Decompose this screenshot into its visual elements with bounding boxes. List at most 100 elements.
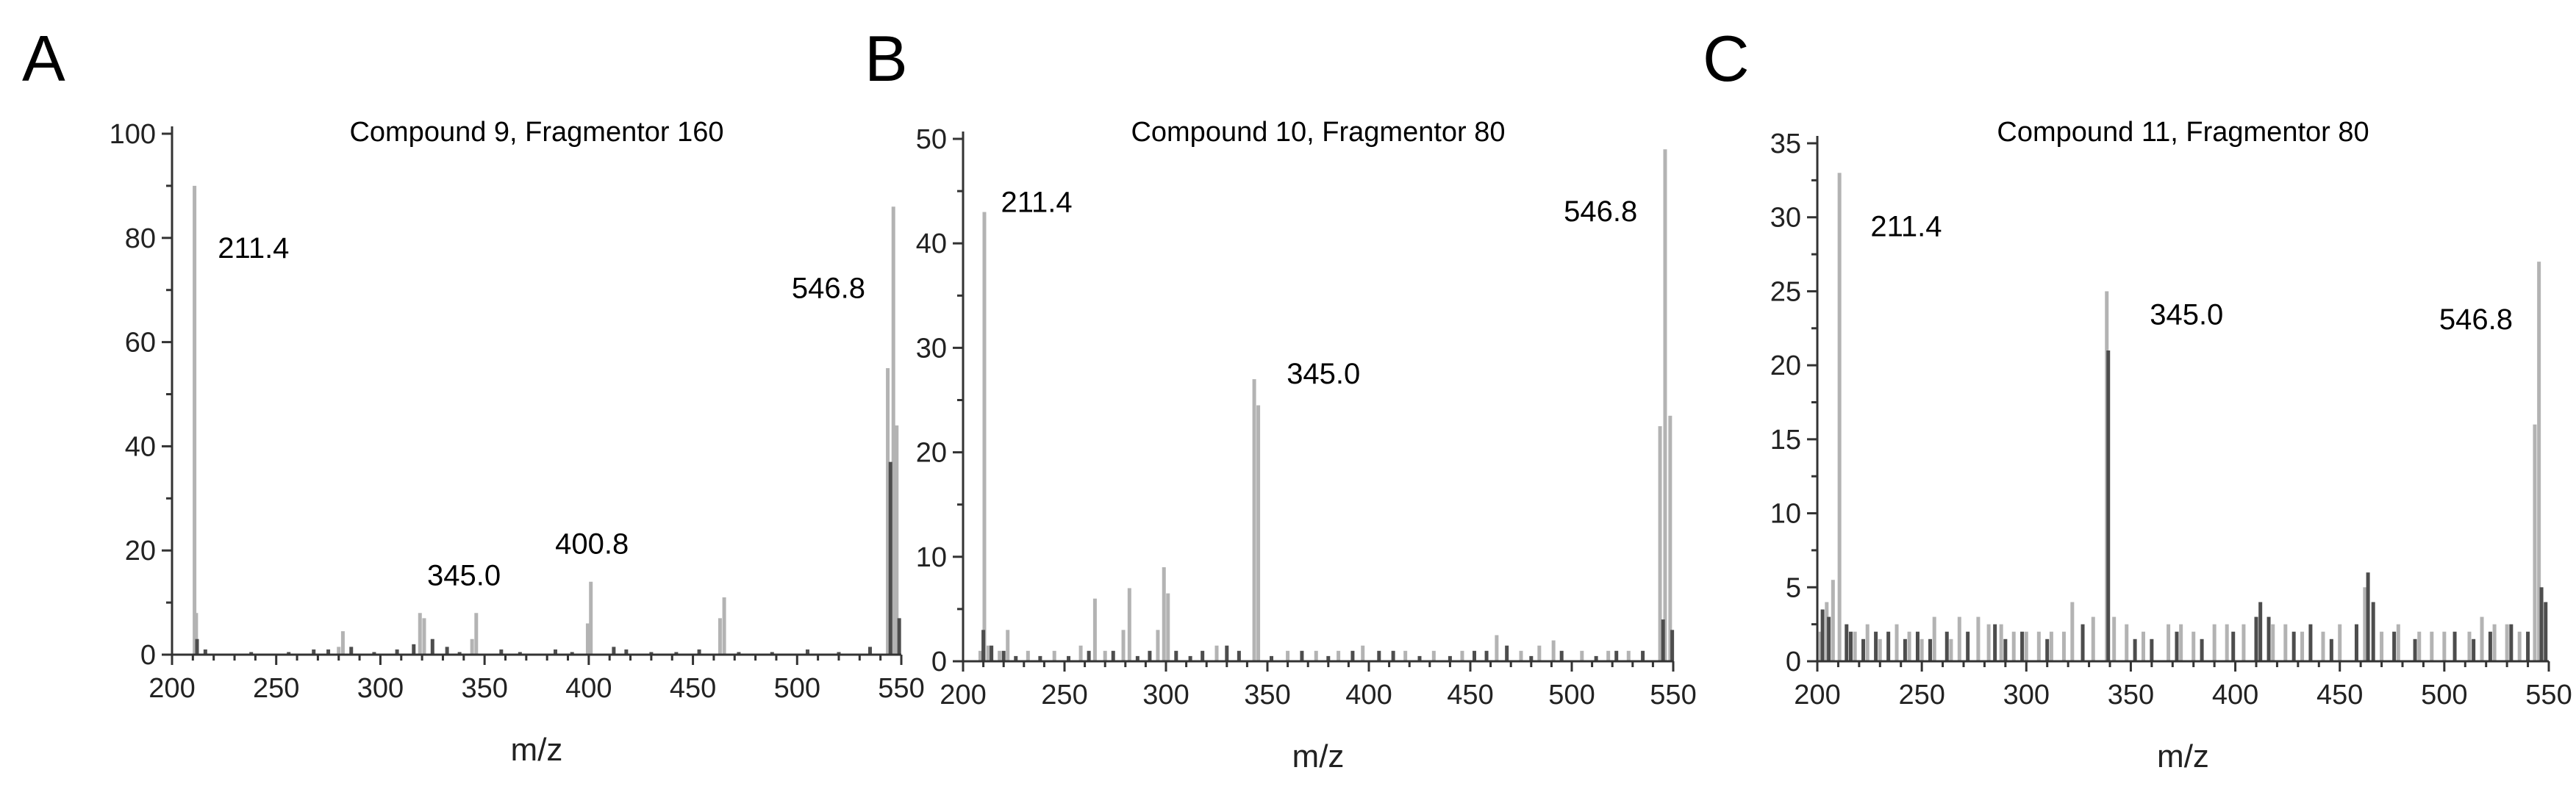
panel-letter: A — [22, 22, 65, 95]
y-tick-label: 25 — [1770, 276, 1801, 307]
data-bar — [2517, 631, 2522, 661]
data-bar — [697, 649, 701, 655]
data-bar — [312, 649, 316, 655]
data-bar — [718, 618, 722, 655]
x-tick-label: 200 — [149, 673, 195, 704]
data-bar — [1403, 650, 1408, 661]
data-bar — [1188, 655, 1192, 661]
data-bar — [1014, 655, 1018, 661]
data-bar — [2472, 638, 2476, 661]
x-tick-label: 400 — [1345, 680, 1392, 711]
peak-label: 345.0 — [2150, 298, 2223, 331]
data-bar — [1337, 650, 1341, 661]
y-tick-label: 5 — [1786, 572, 1801, 603]
data-bar — [1505, 645, 1509, 661]
data-bar — [1993, 624, 1997, 661]
data-bar — [998, 650, 1002, 661]
data-bar — [1986, 624, 1991, 661]
data-bar — [395, 649, 399, 655]
data-bar — [1551, 640, 1556, 661]
y-tick-label: 40 — [916, 229, 947, 259]
data-bar — [2091, 616, 2095, 661]
data-bar — [2430, 631, 2434, 661]
data-bar — [1928, 638, 1933, 661]
x-tick-label: 250 — [253, 673, 299, 704]
data-bar — [2225, 624, 2229, 661]
data-bar — [2533, 424, 2537, 661]
peak-label: 400.8 — [555, 528, 629, 561]
data-bar — [1663, 149, 1667, 662]
data-bar — [1820, 609, 1825, 661]
x-axis-label: m/z — [511, 732, 563, 768]
data-bar — [978, 650, 982, 661]
data-bar — [1148, 650, 1152, 661]
data-bar — [2509, 624, 2514, 661]
data-bar — [1495, 635, 1499, 661]
data-bar — [2112, 616, 2117, 661]
data-bar — [2254, 616, 2258, 661]
data-bar — [1903, 638, 1907, 661]
data-bar — [422, 618, 426, 655]
y-tick-label: 100 — [110, 119, 156, 150]
data-bar — [1529, 655, 1534, 661]
data-bar — [470, 638, 474, 655]
data-bar — [2179, 624, 2183, 661]
data-bar — [2467, 631, 2472, 661]
data-bar — [1135, 655, 1139, 661]
data-bar — [2141, 631, 2145, 661]
data-bar — [2200, 638, 2204, 661]
data-bar — [2231, 631, 2236, 661]
data-bar — [418, 613, 422, 655]
x-tick-label: 500 — [774, 673, 820, 704]
data-bar — [891, 206, 895, 655]
y-tick-label: 0 — [931, 647, 947, 677]
data-bar — [1162, 567, 1166, 661]
series-light — [193, 185, 899, 655]
x-tick-label: 400 — [565, 673, 612, 704]
y-tick-label: 30 — [1770, 203, 1801, 234]
data-bar — [895, 425, 899, 655]
data-bar — [649, 652, 654, 655]
data-bar — [203, 649, 207, 655]
data-bar — [2106, 350, 2111, 661]
data-bar — [1103, 650, 1107, 661]
chart-title: Compound 10, Fragmentor 80 — [1131, 117, 1505, 148]
data-bar — [2081, 624, 2085, 661]
data-bar — [445, 647, 449, 655]
data-bar — [1127, 588, 1131, 661]
y-tick-label: 80 — [125, 223, 156, 254]
data-bar — [2192, 631, 2196, 661]
y-tick-label: 20 — [1770, 350, 1801, 381]
data-bar — [1895, 624, 1899, 661]
peak-label: 345.0 — [1287, 358, 1360, 390]
x-tick-label: 300 — [1142, 680, 1189, 711]
data-bar — [2258, 602, 2263, 661]
x-tick-label: 500 — [2421, 680, 2467, 711]
data-bar — [2271, 624, 2275, 661]
data-bar — [2242, 624, 2246, 661]
data-bar — [2396, 624, 2400, 661]
data-bar — [612, 647, 616, 655]
data-bar — [1377, 650, 1381, 661]
y-tick-label: 20 — [125, 536, 156, 566]
data-bar — [1626, 650, 1631, 661]
data-bar — [2003, 638, 2008, 661]
peak-label: 546.8 — [2439, 303, 2513, 336]
data-bar — [1670, 630, 1675, 661]
data-bar — [897, 618, 901, 655]
data-bar — [1001, 650, 1006, 661]
data-bar — [249, 652, 254, 655]
data-bar — [518, 652, 522, 655]
data-bar — [1270, 655, 1274, 661]
data-bar — [2011, 631, 2016, 661]
data-bar — [867, 647, 872, 655]
data-bar — [1121, 630, 1126, 661]
data-bar — [982, 212, 987, 661]
data-bar — [1614, 650, 1619, 661]
data-bar — [1214, 645, 1219, 661]
data-bar — [1837, 173, 1842, 662]
data-bar — [1915, 631, 1920, 661]
